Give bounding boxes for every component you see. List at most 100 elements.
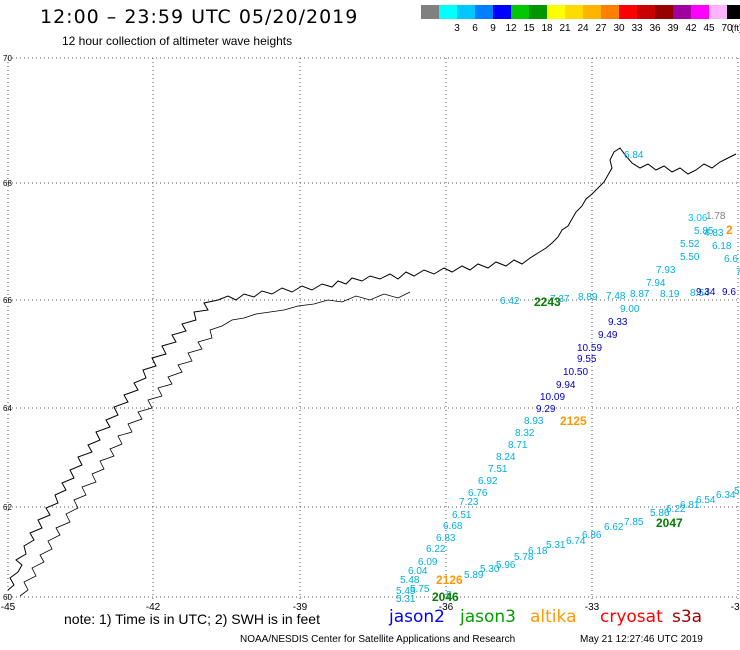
time-label: 2243 — [534, 295, 561, 309]
swh-value: 6.92 — [478, 476, 498, 487]
time-label: 2125 — [560, 414, 587, 428]
swh-value: 6.18 — [528, 546, 548, 557]
legend-swatch — [691, 5, 709, 19]
swh-value: 5.85 — [694, 226, 714, 237]
legend-label: 27 — [595, 23, 607, 34]
swh-value: 9.49 — [598, 330, 618, 341]
swh-value: 6.22 — [426, 544, 446, 555]
timestamp: May 21 12:27:46 UTC 2019 — [580, 634, 703, 645]
legend-label: 9 — [490, 23, 496, 34]
swh-value: 5.78 — [514, 552, 534, 563]
swh-value: 8.93 — [524, 416, 544, 427]
swh-value: 6.86 — [582, 530, 602, 541]
swh-value: 6.76 — [468, 488, 488, 499]
legend-label: 42 — [685, 23, 697, 34]
swh-value: 7.85 — [624, 517, 644, 528]
map-title: 12:00 – 23:59 UTC 05/20/2019 — [40, 6, 359, 28]
swh-value: 4.83 — [704, 228, 724, 239]
swh-value: 9.29 — [536, 404, 556, 415]
greenland-coastline-inner — [19, 291, 411, 597]
swh-value: 5.48 — [400, 575, 420, 586]
swh-value: 8.71 — [508, 440, 528, 451]
swh-value: 8.87 — [630, 289, 650, 300]
legend-swatch — [493, 5, 511, 19]
swh-value: 5.31 — [546, 540, 566, 551]
legend-label: 33 — [631, 23, 643, 34]
credit-line: NOAA/NESDIS Center for Satellite Applica… — [240, 634, 516, 645]
swh-value: 7.48 — [606, 291, 626, 302]
swh-value: 9.6 — [722, 287, 736, 298]
swh-value: 10.09 — [540, 392, 565, 403]
legend-label: 70 — [721, 23, 733, 34]
legend-swatch — [637, 5, 655, 19]
lat-label: 66 — [3, 296, 12, 305]
legend-swatch — [439, 5, 457, 19]
swh-value: 6.68 — [443, 521, 463, 532]
sat-jason3: jason3 — [460, 607, 516, 627]
swh-value: 5. — [446, 590, 454, 601]
lon-label: -45 — [1, 602, 16, 613]
swh-value: 10.59 — [577, 343, 602, 354]
swh-value: 1.78 — [706, 211, 726, 222]
legend-label: 6 — [472, 23, 478, 34]
time-label: 2 — [726, 223, 733, 237]
swh-value: 6.04 — [408, 566, 428, 577]
swh-value: 7.51 — [488, 464, 508, 475]
sat-altika: altika — [530, 607, 577, 627]
lat-lon-grid: -45 -42 -39 -36 -33 -30 70 68 66 64 62 60 — [1, 54, 740, 613]
swh-value: 8.54 — [690, 288, 710, 299]
swh-value: 6.42 — [500, 296, 520, 307]
legend-swatch — [655, 5, 673, 19]
legend-unit: (ft) — [731, 23, 740, 33]
swh-value: 6.84 — [624, 150, 644, 161]
swh-value: 5.52 — [680, 239, 700, 250]
swh-value: 9.34 — [696, 287, 716, 298]
legend-swatch — [511, 5, 529, 19]
swh-value: 7.93 — [656, 265, 676, 276]
swh-value: 6.09 — [418, 557, 438, 568]
swh-value: 6.18 — [712, 241, 732, 252]
lat-label: 68 — [3, 179, 12, 188]
legend-swatch — [475, 5, 493, 19]
lat-label: 60 — [3, 593, 12, 602]
swh-value: 9.00 — [620, 304, 640, 315]
lon-label: -33 — [585, 602, 600, 613]
legend-label: 3 — [454, 23, 460, 34]
swh-value: 5.45 — [396, 586, 416, 597]
swh-value: 5.89 — [464, 570, 484, 581]
legend-swatch — [547, 5, 565, 19]
greenland-coastline — [7, 147, 737, 591]
lat-label: 70 — [3, 54, 12, 63]
sat-s3a: s3a — [672, 607, 703, 627]
legend-label: 15 — [523, 23, 535, 34]
legend-label: 39 — [667, 23, 679, 34]
sat-cryosat: cryosat — [600, 607, 663, 627]
swh-value: 10.50 — [563, 367, 588, 378]
swh-value: 9.55 — [577, 354, 597, 365]
lon-label: -36 — [439, 602, 454, 613]
swh-value: 7.23 — [459, 497, 479, 508]
swh-values: 6.843.061.785.854.835.52 6.185.50 6.67.93 7… — [396, 150, 740, 605]
sat-jason2: jason2 — [389, 607, 445, 627]
legend-label: 21 — [559, 23, 571, 34]
legend-label: 30 — [613, 23, 625, 34]
swh-value: 9.94 — [556, 380, 576, 391]
swh-value: 5.75 — [410, 584, 430, 595]
swh-value: 6.51 — [452, 510, 472, 521]
swh-value: 6.62 — [604, 522, 624, 533]
swh-value: 7.94 — [646, 278, 666, 289]
swh-value: 8.89 — [578, 292, 598, 303]
legend-swatch — [601, 5, 619, 19]
legend-swatch — [619, 5, 637, 19]
swh-value: 6.54 — [696, 495, 716, 506]
lon-label: -30 — [731, 602, 740, 613]
swh-value: 6.6 — [724, 254, 738, 265]
swh-value: 6.22 — [666, 504, 686, 515]
swh-value: 6.34 — [716, 490, 736, 501]
swh-value: 5.31 — [396, 594, 416, 605]
legend-swatch — [673, 5, 691, 19]
time-label: 2126 — [436, 573, 463, 587]
legend-swatch — [709, 5, 727, 19]
map-subtitle: 12 hour collection of altimeter wave hei… — [62, 34, 293, 48]
time-labels: 2243 2125 2047 2126 2046 2 — [432, 223, 733, 604]
